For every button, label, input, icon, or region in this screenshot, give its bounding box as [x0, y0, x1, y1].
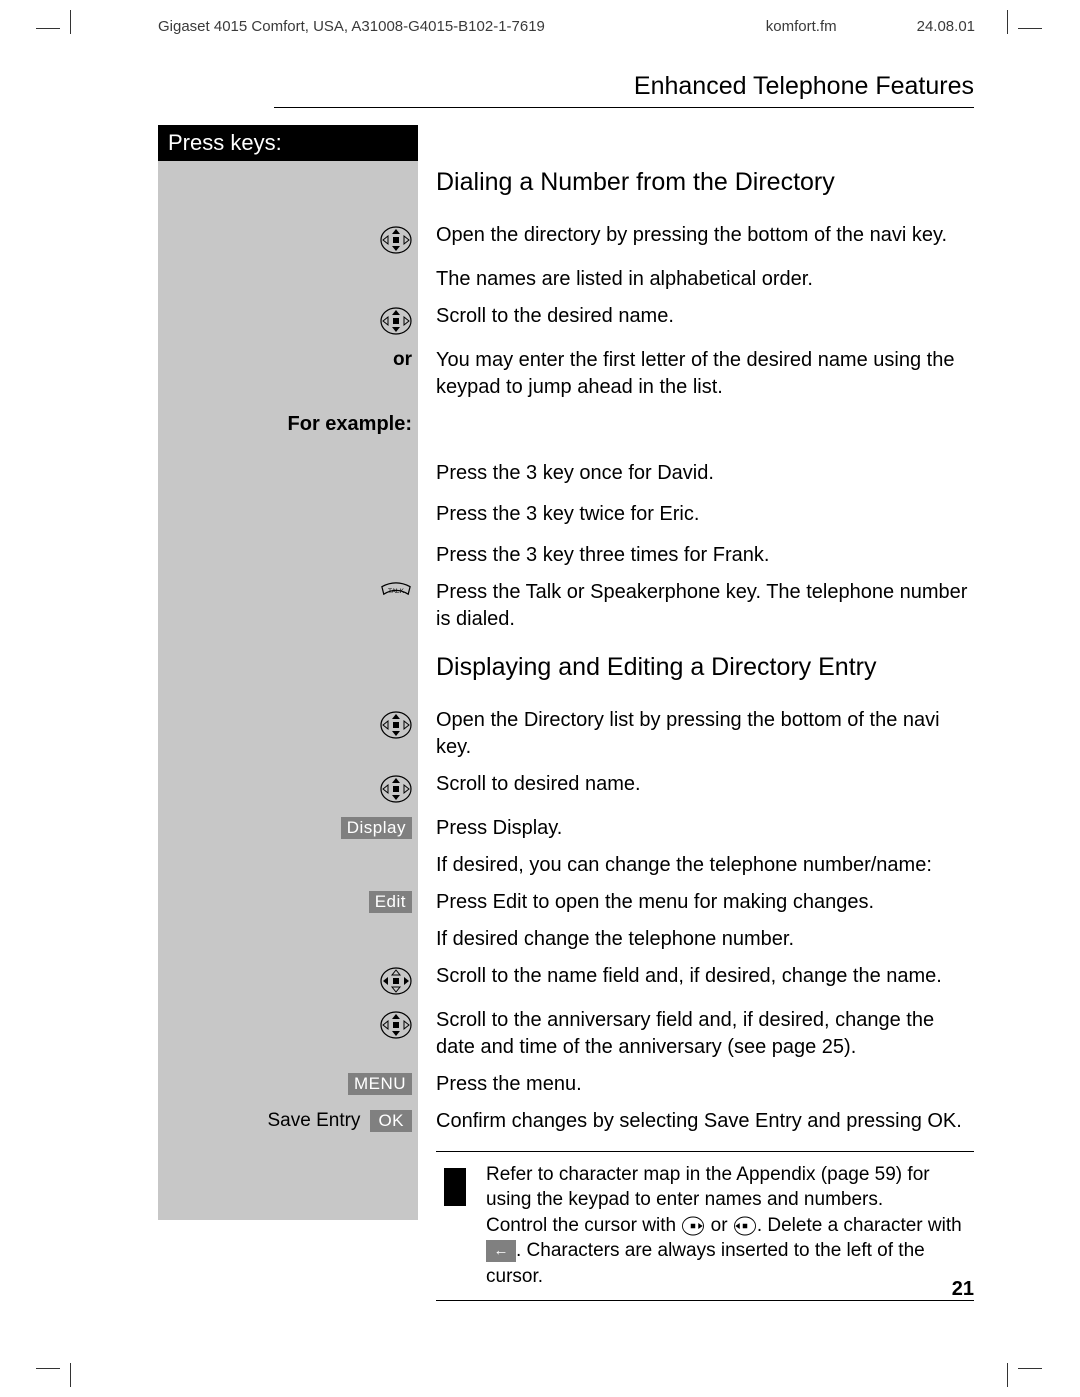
talk-key-icon: TALK	[380, 581, 412, 613]
navi-scroll-icon	[380, 305, 412, 337]
s2-l6: If desired change the telephone number.	[436, 926, 974, 953]
s1-l1: Open the directory by pressing the botto…	[436, 222, 974, 249]
page-number: 21	[952, 1278, 974, 1301]
navi-down-icon	[380, 224, 412, 256]
heading-dialing: Dialing a Number from the Directory	[436, 166, 974, 200]
s1-ex2: Press the 3 key twice for Eric.	[436, 501, 974, 528]
navi-right-inline-icon	[681, 1214, 705, 1238]
s2-l5: Press Edit to open the menu for making c…	[436, 889, 974, 916]
talk-label-text: TALK	[388, 588, 405, 595]
edit-softkey: Edit	[369, 891, 412, 913]
doc-date: 24.08.01	[917, 18, 975, 35]
s1-l3: Scroll to the desired name.	[436, 303, 974, 330]
ok-softkey: OK	[370, 1110, 412, 1132]
s2-l4: If desired, you can change the telephone…	[436, 852, 974, 879]
save-entry-label: Save Entry	[268, 1110, 361, 1132]
or-label: or	[393, 349, 412, 371]
navi-down-icon-2	[380, 709, 412, 741]
heading-display-edit: Displaying and Editing a Directory Entry	[436, 651, 974, 685]
back-key-icon: ←	[486, 1240, 516, 1262]
s2-l7: Scroll to the name field and, if desired…	[436, 963, 974, 990]
note-p1: Refer to character map in the Appendix (…	[486, 1162, 974, 1213]
navi-scroll-icon-2	[380, 773, 412, 805]
note-icon	[444, 1168, 466, 1206]
s2-l2: Scroll to desired name.	[436, 771, 974, 798]
menu-softkey: MENU	[348, 1073, 412, 1095]
for-example-label: For example:	[288, 413, 412, 436]
s1-ex1: Press the 3 key once for David.	[436, 460, 974, 487]
navi-right-icon	[380, 965, 412, 997]
note-text: Refer to character map in the Appendix (…	[486, 1162, 974, 1290]
s2-l9: Press the menu.	[436, 1071, 974, 1098]
doc-filename: komfort.fm	[766, 18, 837, 35]
s2-l1: Open the Directory list by pressing the …	[436, 707, 974, 761]
display-softkey: Display	[341, 817, 412, 839]
section-title: Enhanced Telephone Features	[274, 72, 974, 108]
navi-left-inline-icon	[733, 1214, 757, 1238]
navi-scroll-icon-3	[380, 1009, 412, 1041]
note-p2: Control the cursor with or . Delete a ch…	[486, 1213, 974, 1290]
s1-ex3: Press the 3 key three times for Frank.	[436, 542, 974, 569]
s1-l4: You may enter the first letter of the de…	[436, 347, 974, 401]
s1-l2: The names are listed in alphabetical ord…	[436, 266, 974, 293]
s1-talk: Press the Talk or Speakerphone key. The …	[436, 579, 974, 633]
note-box: Refer to character map in the Appendix (…	[436, 1151, 974, 1301]
doc-id: Gigaset 4015 Comfort, USA, A31008-G4015-…	[158, 18, 545, 35]
s2-l3: Press Display.	[436, 815, 974, 842]
s2-l10: Confirm changes by selecting Save Entry …	[436, 1108, 974, 1135]
s2-l8: Scroll to the anniversary field and, if …	[436, 1007, 974, 1061]
doc-header: Gigaset 4015 Comfort, USA, A31008-G4015-…	[158, 18, 975, 35]
content-area: Dialing a Number from the Directory Open…	[158, 130, 974, 1257]
